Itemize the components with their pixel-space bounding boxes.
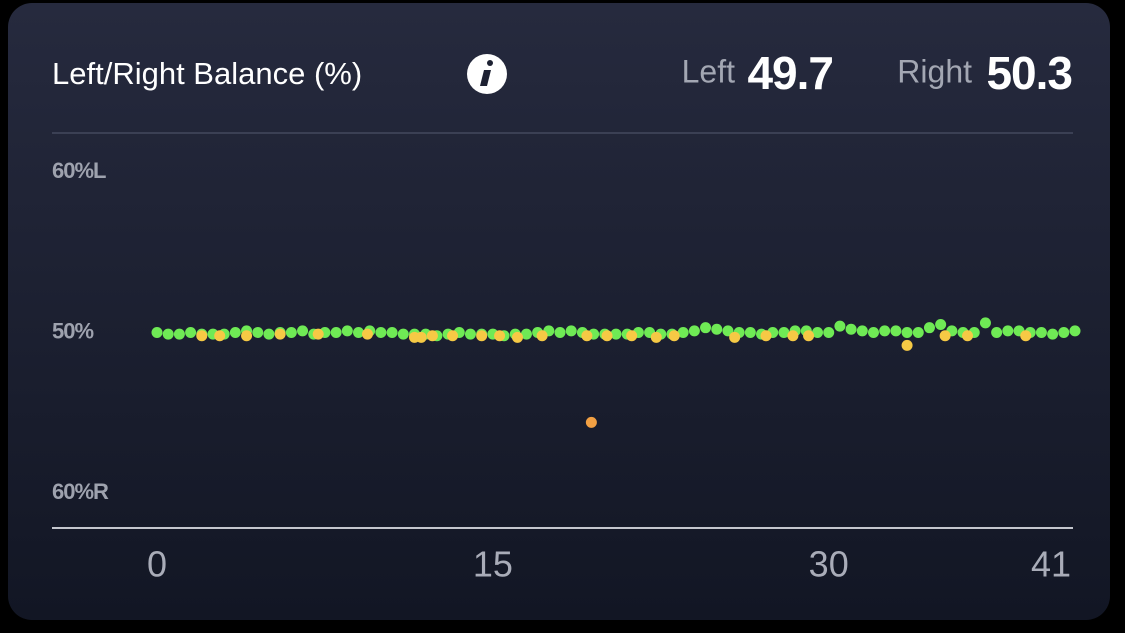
point: [297, 325, 309, 337]
summary-label: Right: [897, 53, 972, 89]
point: [890, 325, 902, 337]
point: [823, 327, 835, 338]
point: [494, 330, 506, 342]
x-tick-label: 30: [809, 544, 849, 585]
x-tick-label: 15: [473, 544, 513, 585]
point: [650, 331, 662, 343]
point: [867, 327, 879, 338]
point: [901, 339, 913, 351]
point: [375, 327, 387, 338]
point: [778, 327, 790, 338]
point: [196, 330, 208, 342]
point: [173, 328, 185, 340]
info-icon[interactable]: [467, 54, 507, 94]
summary-label: Left: [682, 53, 735, 89]
point: [415, 331, 427, 343]
point: [185, 327, 197, 338]
point: [845, 323, 857, 335]
point: [912, 327, 924, 338]
point: [1002, 325, 1014, 337]
point: [229, 327, 241, 338]
summary-value: 50.3: [986, 47, 1072, 99]
point: [935, 318, 947, 330]
point: [744, 327, 756, 338]
point: [151, 327, 163, 338]
point: [700, 322, 712, 334]
point: [812, 327, 824, 338]
point: [729, 331, 741, 343]
point: [610, 328, 622, 340]
point: [426, 330, 438, 342]
point: [901, 327, 913, 338]
y-tick-label: 60%R: [52, 479, 109, 504]
point: [274, 328, 286, 340]
point: [341, 325, 353, 337]
point: [1020, 330, 1032, 342]
point: [464, 328, 476, 340]
point: [330, 327, 342, 338]
x-tick-label: 0: [147, 544, 167, 585]
point: [1047, 328, 1059, 340]
point: [585, 416, 597, 428]
point: [511, 331, 523, 343]
point: [923, 322, 935, 334]
y-tick-label: 60%L: [52, 158, 106, 183]
card: [8, 3, 1110, 620]
point: [565, 325, 577, 337]
point: [241, 330, 253, 342]
point: [581, 330, 593, 342]
point: [1035, 327, 1047, 338]
point: [476, 330, 488, 342]
chart-title: Left/Right Balance (%): [52, 56, 362, 91]
point: [803, 330, 815, 342]
point: [856, 325, 868, 337]
point: [688, 325, 700, 337]
point: [626, 330, 638, 342]
point: [397, 328, 409, 340]
point: [386, 327, 398, 338]
point: [991, 327, 1003, 338]
point: [834, 320, 846, 332]
point: [1058, 327, 1070, 338]
summary-value: 49.7: [747, 47, 833, 99]
point: [536, 330, 548, 342]
point: [668, 330, 680, 342]
y-tick-label: 50%: [52, 318, 93, 343]
point: [979, 317, 991, 329]
point: [554, 327, 566, 338]
point: [601, 330, 613, 342]
point: [1069, 325, 1081, 337]
point: [939, 330, 951, 342]
point: [162, 328, 174, 340]
point: [520, 328, 532, 340]
point: [312, 328, 324, 340]
x-tick-label: 41: [1031, 544, 1071, 585]
point: [447, 330, 459, 342]
point: [760, 330, 772, 342]
point: [252, 327, 264, 338]
point: [677, 327, 689, 338]
point: [214, 330, 226, 342]
point: [711, 323, 723, 335]
point: [263, 328, 275, 340]
point: [879, 325, 891, 337]
point: [353, 327, 365, 338]
point: [285, 327, 297, 338]
point: [361, 328, 373, 340]
point: [787, 330, 799, 342]
point: [962, 330, 974, 342]
